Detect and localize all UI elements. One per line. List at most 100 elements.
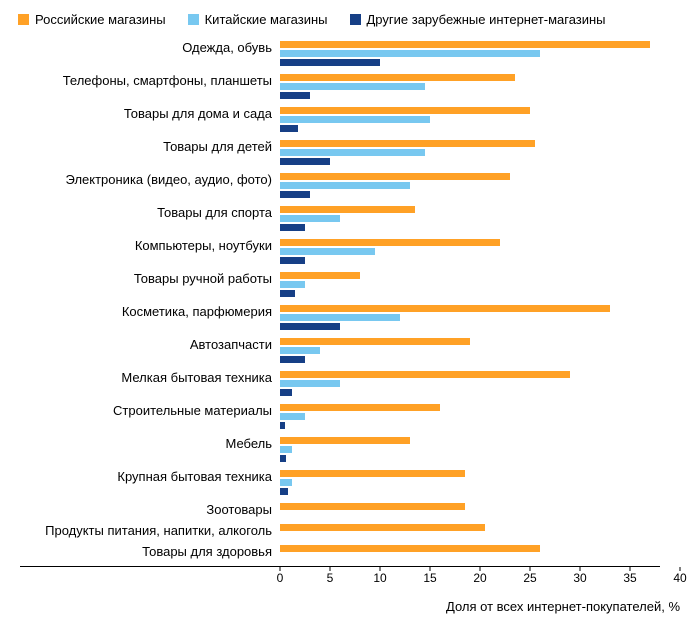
bars-cell [280, 545, 680, 554]
bars-cell [280, 470, 680, 497]
bar-ru [280, 107, 530, 114]
category-row: Товары для здоровья [10, 545, 680, 560]
bar-ru [280, 503, 465, 510]
bar-ru [280, 173, 510, 180]
x-axis: 0510152025303540 [10, 571, 680, 601]
category-label: Мелкая бытовая техника [10, 371, 280, 386]
bar-ru [280, 437, 410, 444]
category-label: Косметика, парфюмерия [10, 305, 280, 320]
category-label: Товары для здоровья [10, 545, 280, 560]
bar-cn [280, 182, 410, 189]
bars-cell [280, 206, 680, 233]
bars-cell [280, 503, 680, 512]
bar-cn [280, 149, 425, 156]
category-label: Зоотовары [10, 503, 280, 518]
bar-ru [280, 74, 515, 81]
bar-ru [280, 305, 610, 312]
category-label: Товары для спорта [10, 206, 280, 221]
bar-other [280, 389, 292, 396]
category-row: Электроника (видео, аудио, фото) [10, 173, 680, 200]
bar-cn [280, 413, 305, 420]
category-label: Автозапчасти [10, 338, 280, 353]
bar-other [280, 59, 380, 66]
bar-ru [280, 206, 415, 213]
x-tick-label: 35 [623, 571, 636, 585]
category-row: Косметика, парфюмерия [10, 305, 680, 332]
bar-ru [280, 470, 465, 477]
x-axis-rule [20, 566, 660, 567]
bar-cn [280, 281, 305, 288]
x-axis-label: Доля от всех интернет-покупателей, % [446, 599, 680, 614]
bar-cn [280, 479, 292, 486]
legend-item-cn: Китайские магазины [188, 12, 328, 27]
legend-swatch [350, 14, 361, 25]
bars-cell [280, 305, 680, 332]
bars-cell [280, 371, 680, 398]
category-row: Телефоны, смартфоны, планшеты [10, 74, 680, 101]
category-row: Продукты питания, напитки, алкоголь [10, 524, 680, 539]
x-tick-label: 5 [327, 571, 334, 585]
category-row: Мелкая бытовая техника [10, 371, 680, 398]
category-label: Продукты питания, напитки, алкоголь [10, 524, 280, 539]
bar-cn [280, 83, 425, 90]
bar-cn [280, 347, 320, 354]
x-tick-label: 25 [523, 571, 536, 585]
category-label: Товары ручной работы [10, 272, 280, 287]
category-label: Строительные материалы [10, 404, 280, 419]
bar-ru [280, 545, 540, 552]
legend-swatch [18, 14, 29, 25]
legend-label: Другие зарубежные интернет-магазины [367, 12, 606, 27]
chart-container: Российские магазины Китайские магазины Дру… [0, 0, 700, 622]
bars-cell [280, 74, 680, 101]
bar-ru [280, 371, 570, 378]
x-tick-label: 0 [277, 571, 284, 585]
bar-ru [280, 524, 485, 531]
bar-other [280, 224, 305, 231]
legend-swatch [188, 14, 199, 25]
bar-other [280, 356, 305, 363]
bar-other [280, 125, 298, 132]
bar-other [280, 191, 310, 198]
bar-cn [280, 248, 375, 255]
category-row: Компьютеры, ноутбуки [10, 239, 680, 266]
bar-other [280, 92, 310, 99]
legend-label: Российские магазины [35, 12, 166, 27]
bar-cn [280, 380, 340, 387]
bars-cell [280, 239, 680, 266]
bar-ru [280, 404, 440, 411]
bar-other [280, 455, 286, 462]
category-label: Товары для дома и сада [10, 107, 280, 122]
x-tick-label: 20 [473, 571, 486, 585]
bar-cn [280, 215, 340, 222]
bar-other [280, 257, 305, 264]
category-label: Мебель [10, 437, 280, 452]
category-row: Крупная бытовая техника [10, 470, 680, 497]
bar-ru [280, 140, 535, 147]
category-label: Товары для детей [10, 140, 280, 155]
bar-cn [280, 50, 540, 57]
category-row: Товары для спорта [10, 206, 680, 233]
category-row: Зоотовары [10, 503, 680, 518]
bar-other [280, 488, 288, 495]
legend-item-other: Другие зарубежные интернет-магазины [350, 12, 606, 27]
category-label: Электроника (видео, аудио, фото) [10, 173, 280, 188]
bar-other [280, 422, 285, 429]
x-tick-label: 10 [373, 571, 386, 585]
category-row: Товары ручной работы [10, 272, 680, 299]
category-row: Товары для детей [10, 140, 680, 167]
x-tick-label: 15 [423, 571, 436, 585]
category-row: Строительные материалы [10, 404, 680, 431]
bar-ru [280, 272, 360, 279]
bar-ru [280, 239, 500, 246]
bar-other [280, 290, 295, 297]
category-row: Автозапчасти [10, 338, 680, 365]
bar-cn [280, 314, 400, 321]
bar-other [280, 323, 340, 330]
x-tick-label: 30 [573, 571, 586, 585]
bar-cn [280, 446, 292, 453]
bars-cell [280, 107, 680, 134]
bar-ru [280, 41, 650, 48]
legend-item-ru: Российские магазины [18, 12, 166, 27]
category-row: Товары для дома и сада [10, 107, 680, 134]
category-label: Телефоны, смартфоны, планшеты [10, 74, 280, 89]
